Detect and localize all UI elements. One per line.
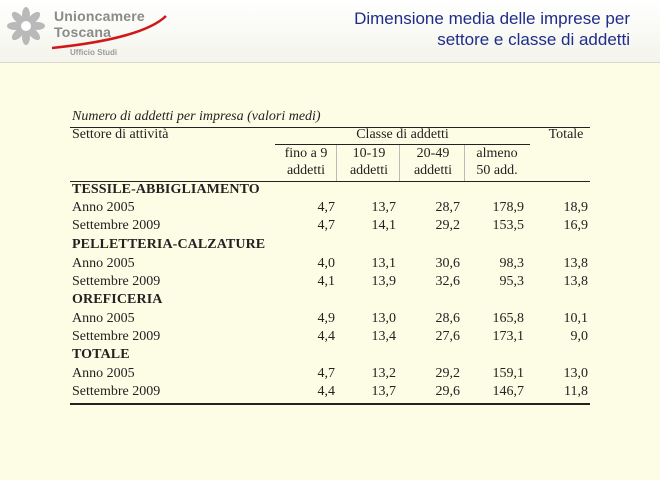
table-cell: 32,6 <box>435 274 461 289</box>
table-cell: 11,8 <box>564 384 588 399</box>
table-cell: 4,4 <box>317 329 336 344</box>
brand-name-line1: Unioncamere <box>54 8 145 24</box>
table-cell: 178,9 <box>492 200 525 215</box>
row-label: Anno 2005 <box>72 200 135 215</box>
subheader-cell: almeno <box>476 146 518 161</box>
table-top-rule <box>70 127 590 128</box>
section-title: TOTALE <box>72 347 130 362</box>
table-cell: 165,8 <box>492 311 525 326</box>
header-divider <box>399 145 400 181</box>
table-cell: 10,1 <box>563 311 589 326</box>
table-cell: 4,9 <box>317 311 336 326</box>
section-title: PELLETTERIA-CALZATURE <box>72 237 266 252</box>
subheader-cell: fino a 9 <box>284 146 328 161</box>
brand-swoosh-icon <box>51 15 167 50</box>
subheader-cell: addetti <box>349 163 389 178</box>
slide-title: Dimensione media delle imprese per setto… <box>354 9 630 49</box>
table-cell: 173,1 <box>492 329 525 344</box>
table-cell: 28,7 <box>435 200 461 215</box>
subheader-cell: 10-19 <box>352 146 386 161</box>
table-cell: 13,8 <box>563 256 589 271</box>
row-label: Settembre 2009 <box>72 218 161 233</box>
table-cell: 16,9 <box>563 218 589 233</box>
row-label: Settembre 2009 <box>72 384 161 399</box>
header-bar: Unioncamere Toscana Ufficio Studi Dimens… <box>0 0 660 63</box>
table-cell: 13,8 <box>563 274 589 289</box>
table-cell: 18,9 <box>563 200 589 215</box>
section-title: TESSILE-ABBIGLIAMENTO <box>72 182 260 197</box>
table-cell: 159,1 <box>492 366 525 381</box>
header-total: Totale <box>548 127 584 142</box>
table-cell: 153,5 <box>492 218 525 233</box>
table-cell: 13,7 <box>371 200 397 215</box>
table-cell: 4,4 <box>317 384 336 399</box>
row-label: Anno 2005 <box>72 366 135 381</box>
section-title: OREFICERIA <box>72 292 163 307</box>
table-cell: 13,0 <box>371 311 397 326</box>
table-cell: 13,2 <box>371 366 397 381</box>
table-cell: 4,7 <box>317 200 336 215</box>
table-cell: 29,2 <box>435 366 461 381</box>
header-group-rule <box>275 144 530 145</box>
table-cell: 4,7 <box>317 218 336 233</box>
subheader-cell: 20-49 <box>416 146 450 161</box>
table-cell: 13,4 <box>371 329 397 344</box>
header-bottom-rule <box>70 181 590 182</box>
table-cell: 29,6 <box>435 384 461 399</box>
header-class-group: Classe di addetti <box>356 127 449 142</box>
table-cell: 4,0 <box>317 256 336 271</box>
brand-name-line2: Toscana <box>54 24 112 40</box>
table-cell: 98,3 <box>499 256 525 271</box>
row-label: Settembre 2009 <box>72 329 161 344</box>
row-label: Anno 2005 <box>72 256 135 271</box>
table-cell: 30,6 <box>435 256 461 271</box>
table-cell: 27,6 <box>435 329 461 344</box>
table-cell: 4,1 <box>317 274 336 289</box>
subheader-cell: addetti <box>413 163 453 178</box>
table-cell: 13,9 <box>371 274 397 289</box>
table-cell: 13,7 <box>371 384 397 399</box>
table-cell: 14,1 <box>371 218 397 233</box>
table-cell: 9,0 <box>570 329 589 344</box>
table-caption: Numero di addetti per impresa (valori me… <box>72 109 321 124</box>
header-sector: Settore di attività <box>72 127 169 142</box>
table-cell: 4,7 <box>317 366 336 381</box>
subheader-cell: 50 add. <box>476 163 518 178</box>
header-divider <box>464 145 465 181</box>
unioncamere-logo-icon <box>7 7 45 45</box>
row-label: Settembre 2009 <box>72 274 161 289</box>
row-label: Anno 2005 <box>72 311 135 326</box>
table-cell: 146,7 <box>492 384 525 399</box>
table-cell: 29,2 <box>435 218 461 233</box>
table-cell: 28,6 <box>435 311 461 326</box>
header-divider <box>336 145 337 181</box>
data-table: Numero di addetti per impresa (valori me… <box>70 108 592 408</box>
table-cell: 13,0 <box>563 366 589 381</box>
table-bottom-rule <box>70 403 590 405</box>
table-cell: 95,3 <box>499 274 525 289</box>
office-label: Ufficio Studi <box>70 48 118 57</box>
subheader-cell: addetti <box>286 163 326 178</box>
table-cell: 13,1 <box>371 256 397 271</box>
